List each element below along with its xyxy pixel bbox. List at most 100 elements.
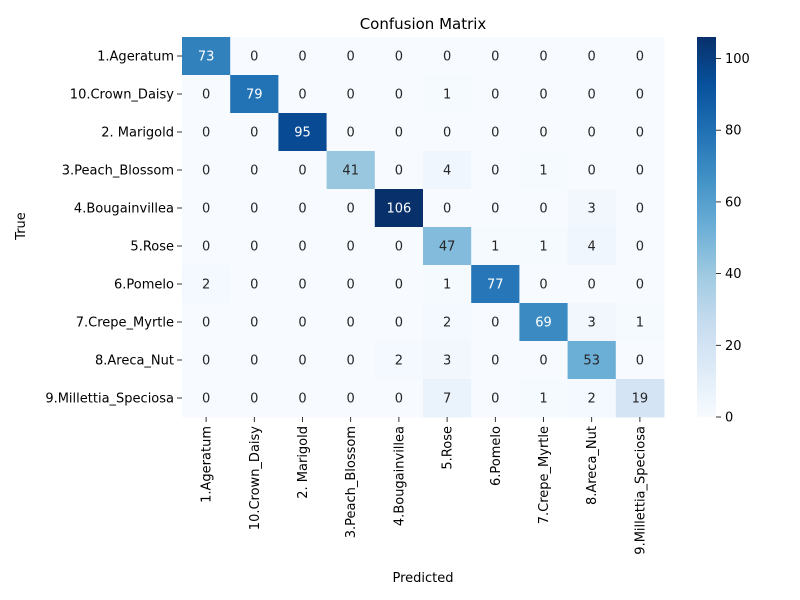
- heatmap-cell: [374, 265, 424, 304]
- cell-value-label: 0: [202, 202, 210, 217]
- heatmap-cell: [374, 303, 424, 342]
- heatmap-cell: [230, 303, 279, 342]
- cell-value-label: 0: [202, 392, 210, 407]
- cell-value-label: 0: [539, 278, 547, 293]
- heatmap-cell: [182, 37, 231, 76]
- cell-value-label: 0: [347, 316, 355, 331]
- heatmap-cell: [519, 379, 569, 418]
- cell-value-label: 41: [342, 164, 359, 179]
- cell-value-label: 47: [439, 240, 456, 255]
- heatmap-cell: [567, 265, 617, 304]
- cell-value-label: 0: [298, 88, 306, 103]
- heatmap-cell: [567, 341, 617, 380]
- cell-value-label: 0: [202, 316, 210, 331]
- cell-value-label: 3: [588, 316, 596, 331]
- heatmap-cell: [230, 37, 279, 76]
- heatmap-cell: [567, 113, 617, 152]
- cell-value-label: 0: [636, 88, 644, 103]
- cell-value-label: 0: [347, 50, 355, 65]
- heatmap-cell: [230, 189, 279, 228]
- heatmap-cell-labels: 73 0 0 0 0 0 0 0 0 00 79 0 0 0 1 0 0 0 00 0 95 0 0 0 0 0 0 00 0 0 41 0 4…: [198, 50, 648, 407]
- cell-value-label: 0: [395, 278, 403, 293]
- heatmap-cell: [423, 227, 472, 266]
- cell-value-label: 0: [491, 164, 499, 179]
- heatmap-cell: [519, 303, 569, 342]
- heatmap-cell: [326, 75, 376, 114]
- heatmap-cell: [615, 151, 665, 190]
- heatmap-cell: [471, 303, 520, 342]
- cell-value-label: 0: [250, 202, 258, 217]
- heatmap-cell: [471, 113, 520, 152]
- heatmap-cell: [182, 189, 231, 228]
- cell-value-label: 3: [443, 354, 451, 369]
- cell-value-label: 0: [298, 316, 306, 331]
- cell-value-label: 0: [636, 240, 644, 255]
- cell-value-label: 79: [246, 88, 263, 103]
- cell-value-label: 0: [347, 126, 355, 141]
- cell-value-label: 0: [250, 50, 258, 65]
- cell-value-label: 0: [588, 278, 596, 293]
- heatmap-cell: [326, 303, 376, 342]
- colorbar-tick-label: 40: [725, 267, 742, 282]
- heatmap-cell: [519, 341, 569, 380]
- cell-value-label: 0: [202, 354, 210, 369]
- heatmap-cell: [615, 37, 665, 76]
- cell-value-label: 0: [636, 354, 644, 369]
- heatmap-cell: [326, 265, 376, 304]
- heatmap-cell: [615, 379, 665, 418]
- cell-value-label: 1: [443, 278, 451, 293]
- cell-value-label: 0: [395, 316, 403, 331]
- heatmap-cell: [182, 113, 231, 152]
- colorbar-ticks: 0 20 40 60 80 100: [716, 52, 750, 426]
- heatmap-cell: [230, 379, 279, 418]
- cell-value-label: 1: [539, 240, 547, 255]
- y-tick-label: 3.Peach_Blossom: [62, 164, 174, 179]
- cell-value-label: 69: [535, 316, 552, 331]
- cell-value-label: 0: [491, 316, 499, 331]
- heatmap-cell: [471, 341, 520, 380]
- cell-value-label: 0: [588, 126, 596, 141]
- x-axis-label: Predicted: [392, 571, 453, 586]
- colorbar-tick-label: 80: [725, 124, 742, 139]
- heatmap-cell: [278, 303, 328, 342]
- cell-value-label: 7: [443, 392, 451, 407]
- heatmap-cell: [278, 379, 328, 418]
- cell-value-label: 0: [491, 392, 499, 407]
- heatmap-cell: [230, 341, 279, 380]
- cell-value-label: 0: [250, 240, 258, 255]
- cell-value-label: 0: [250, 316, 258, 331]
- heatmap-cell: [326, 341, 376, 380]
- heatmap-cell: [615, 227, 665, 266]
- cell-value-label: 0: [539, 126, 547, 141]
- x-tick-label: 4.Bougainvillea: [392, 426, 407, 526]
- chart-title: Confusion Matrix: [360, 15, 487, 33]
- cell-value-label: 0: [539, 354, 547, 369]
- heatmap-cell: [326, 113, 376, 152]
- cell-value-label: 0: [491, 126, 499, 141]
- heatmap-cell: [230, 151, 279, 190]
- cell-value-label: 0: [298, 278, 306, 293]
- cell-value-label: 0: [395, 240, 403, 255]
- cell-value-label: 1: [443, 88, 451, 103]
- x-tick-label: 7.Crepe_Myrtle: [537, 426, 552, 524]
- heatmap-cell: [374, 379, 424, 418]
- cell-value-label: 53: [583, 354, 600, 369]
- heatmap-cell: [519, 113, 569, 152]
- y-tick-label: 6.Pomelo: [114, 278, 174, 293]
- heatmap-cell: [278, 37, 328, 76]
- cell-value-label: 0: [588, 50, 596, 65]
- cell-value-label: 0: [491, 50, 499, 65]
- cell-value-label: 0: [347, 392, 355, 407]
- cell-value-label: 2: [588, 392, 596, 407]
- x-tick-label: 1.Ageratum: [200, 426, 215, 503]
- heatmap-cell: [326, 151, 376, 190]
- cell-value-label: 106: [386, 202, 411, 217]
- heatmap-cell: [326, 189, 376, 228]
- cell-value-label: 0: [443, 126, 451, 141]
- heatmap-cell: [567, 75, 617, 114]
- heatmap-cell: [519, 151, 569, 190]
- heatmap-cell: [423, 303, 472, 342]
- y-tick-label: 5.Rose: [130, 240, 174, 255]
- cell-value-label: 2: [395, 354, 403, 369]
- heatmap-cell: [615, 341, 665, 380]
